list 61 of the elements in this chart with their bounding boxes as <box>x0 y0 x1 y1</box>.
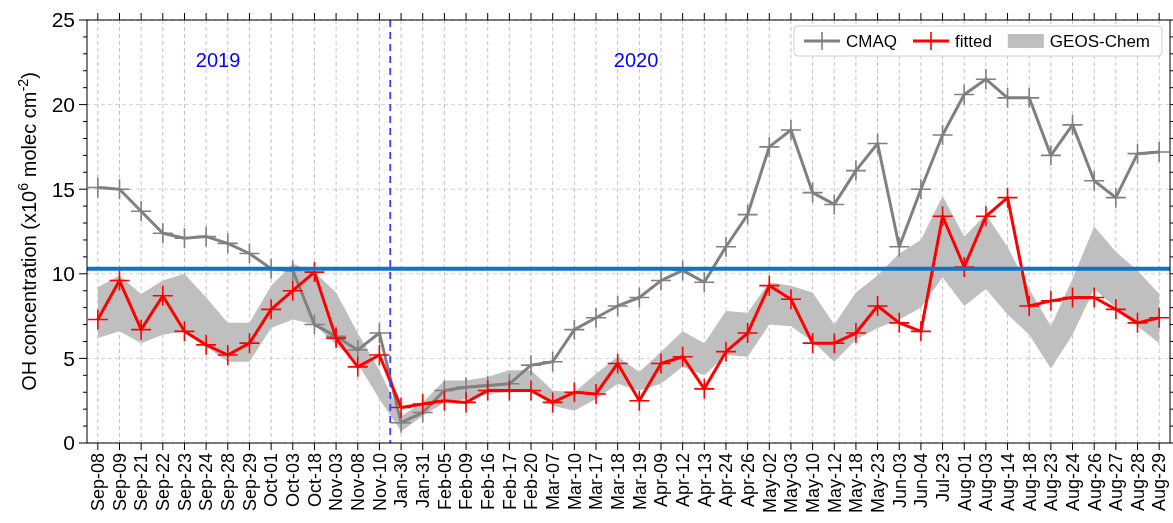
x-tick-label: Aug-27 <box>1106 453 1127 512</box>
x-tick-label: Apr-24 <box>716 453 737 508</box>
x-tick-label: Feb-20 <box>521 453 542 511</box>
annotation: 2020 <box>613 48 659 71</box>
x-tick-label: Oct-01 <box>261 453 282 508</box>
x-tick-label: Nov-08 <box>348 453 369 512</box>
y-tick-label: 0 <box>63 431 75 455</box>
x-tick-label: Oct-03 <box>283 453 304 508</box>
x-tick-label: Jan-30 <box>391 453 412 509</box>
legend-label: GEOS-Chem <box>1049 31 1151 51</box>
x-tick-label: Apr-12 <box>672 453 693 508</box>
x-tick-label: Sep-23 <box>174 453 195 512</box>
legend-label: fitted <box>955 31 992 51</box>
x-tick-label: May-03 <box>781 453 802 514</box>
x-tick-label: Mar-10 <box>564 453 585 511</box>
legend-label: CMAQ <box>846 31 898 51</box>
x-tick-label: Jul-23 <box>932 453 953 503</box>
x-tick-label: Sep-28 <box>218 453 239 512</box>
x-tick-label: Mar-19 <box>629 453 650 511</box>
x-tick-label: Sep-22 <box>153 453 174 512</box>
x-tick-label: Mar-18 <box>607 453 628 511</box>
x-tick-label: Oct-18 <box>304 453 325 508</box>
x-tick-label: Feb-16 <box>478 453 499 511</box>
annotation: 2019 <box>195 48 241 71</box>
x-tick-label: Aug-23 <box>1041 453 1062 512</box>
x-tick-label: Jan-31 <box>413 453 434 509</box>
x-tick-label: Nov-03 <box>326 453 347 512</box>
x-tick-label: May-23 <box>867 453 888 514</box>
x-tick-label: May-02 <box>759 453 780 514</box>
x-tick-label: Aug-14 <box>997 453 1018 512</box>
x-tick-label: Jun-04 <box>911 453 932 509</box>
x-tick-label: Sep-08 <box>88 453 109 512</box>
x-tick-label: May-10 <box>802 453 823 514</box>
x-tick-label: Aug-01 <box>954 453 975 512</box>
x-tick-label: May-12 <box>824 453 845 514</box>
x-tick-label: Aug-03 <box>976 453 997 512</box>
x-tick-label: Apr-09 <box>651 453 672 508</box>
x-tick-label: Apr-26 <box>737 453 758 508</box>
x-tick-label: Aug-26 <box>1084 453 1105 512</box>
x-tick-label: Nov-10 <box>369 453 390 512</box>
x-tick-label: Sep-21 <box>131 453 152 512</box>
x-tick-label: Aug-28 <box>1127 453 1148 512</box>
x-tick-label: Aug-24 <box>1062 453 1083 512</box>
x-tick-label: Sep-29 <box>239 453 260 512</box>
x-tick-label: Aug-18 <box>1019 453 1040 512</box>
x-tick-label: Feb-09 <box>456 453 477 511</box>
y-tick-label: 5 <box>63 346 75 370</box>
x-tick-label: Mar-17 <box>586 453 607 511</box>
y-tick-label: 25 <box>51 8 75 32</box>
y-tick-label: 15 <box>51 177 75 201</box>
x-tick-label: Sep-09 <box>109 453 130 512</box>
x-tick-label: Sep-24 <box>196 453 217 512</box>
x-tick-label: Aug-29 <box>1149 453 1170 512</box>
x-tick-label: Jun-03 <box>889 453 910 509</box>
x-tick-label: Feb-17 <box>499 453 520 511</box>
y-tick-label: 10 <box>51 262 75 286</box>
x-tick-label: Feb-05 <box>434 453 455 511</box>
x-tick-label: Mar-07 <box>542 453 563 511</box>
x-tick-label: May-18 <box>846 453 867 514</box>
y-tick-label: 20 <box>51 92 75 116</box>
x-tick-label: Apr-13 <box>694 453 715 508</box>
